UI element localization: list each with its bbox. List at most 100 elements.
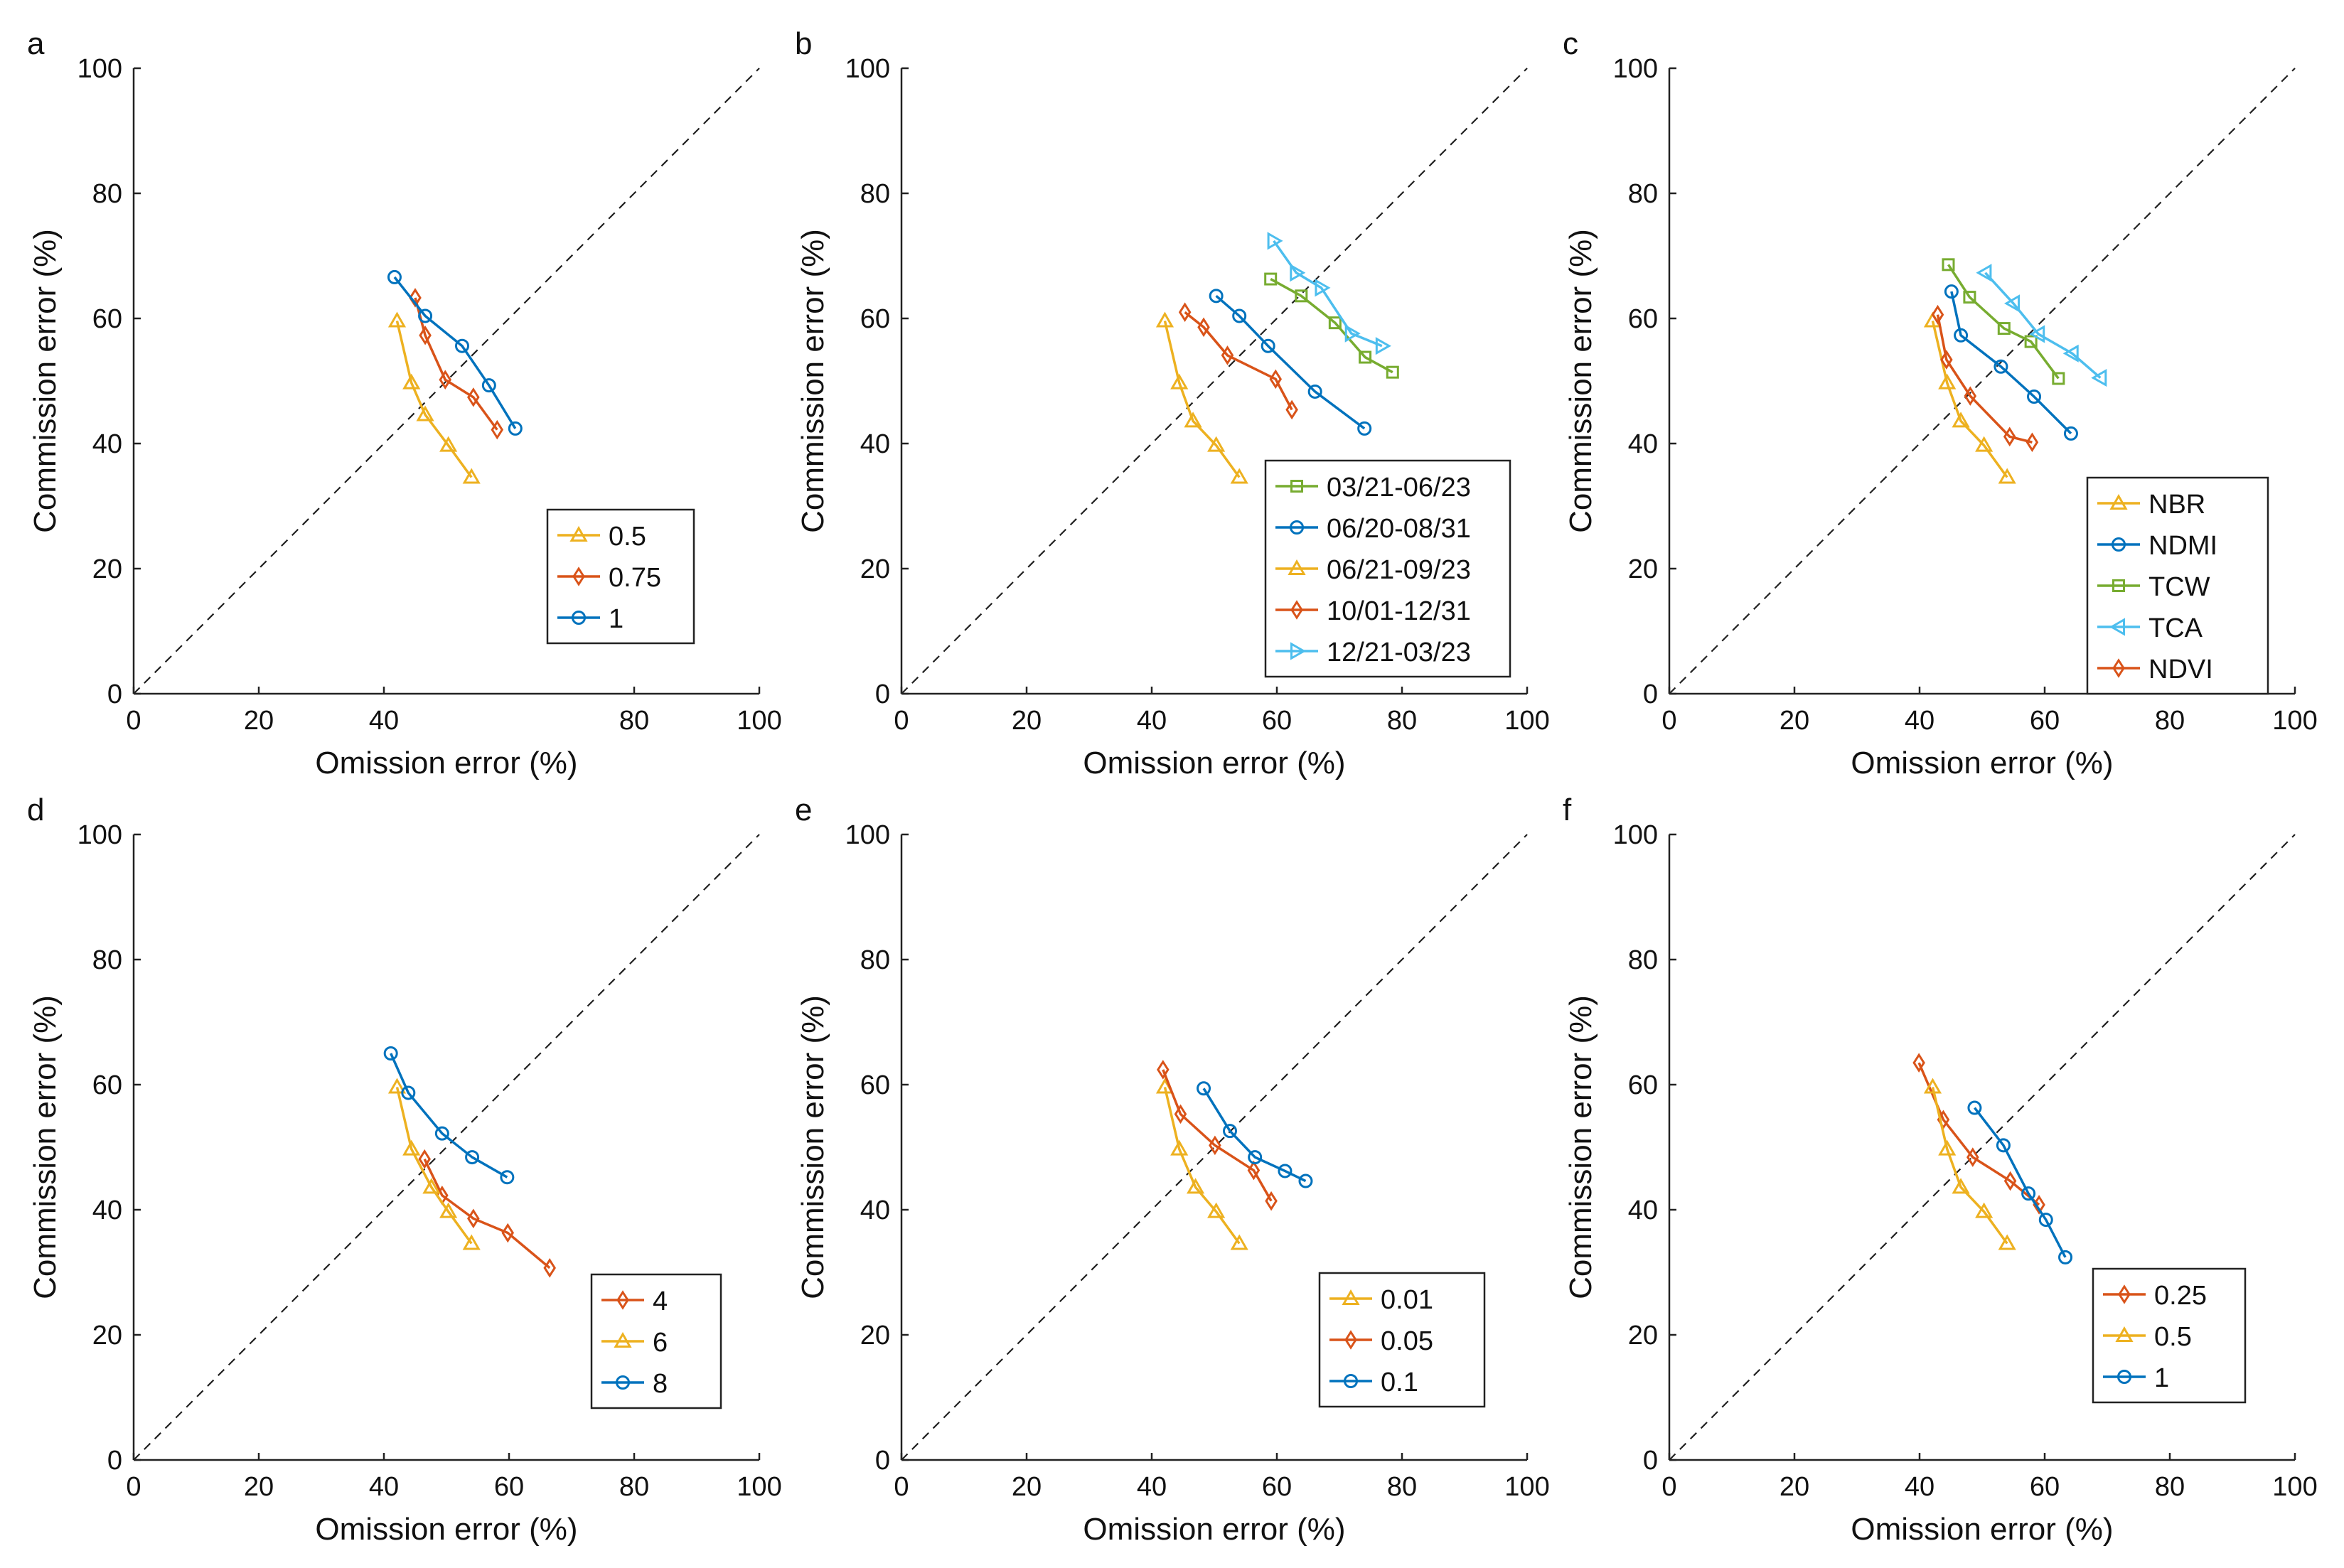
x-axis-label: Omission error (%): [1083, 746, 1345, 780]
data-point: [387, 1078, 407, 1094]
y-tick-label: 80: [1628, 945, 1658, 975]
data-point: [1197, 1081, 1211, 1096]
series-line: [1917, 1062, 2040, 1206]
data-point: [1967, 1100, 1982, 1115]
data-point: [1964, 386, 1977, 406]
x-tick-label: 100: [2272, 706, 2317, 736]
data-point: [455, 338, 469, 353]
panel-e: e 0 20 40 60 80 100 0 20 40 60 80 100 Omission error …: [795, 793, 1550, 1547]
x-tick-label: 40: [369, 706, 399, 736]
x-tick-label: 20: [244, 1472, 274, 1502]
series-0.1: [1197, 1081, 1313, 1188]
series-TCA: [1976, 264, 2107, 387]
data-point: [1998, 468, 2016, 484]
legend-marker: [2109, 493, 2128, 510]
x-tick-label: 0: [1661, 1472, 1676, 1502]
y-axis-label: Commission error (%): [28, 229, 63, 533]
y-tick-label: 0: [107, 680, 122, 709]
data-point: [1931, 304, 1944, 325]
series-0.05: [1157, 1060, 1278, 1211]
data-point: [2025, 432, 2039, 453]
series-line: [1931, 1087, 2008, 1245]
x-tick-label: 20: [1780, 1472, 1809, 1502]
legend-marker: [1290, 642, 1307, 660]
series-NBR: [1923, 311, 2016, 484]
data-point: [1975, 1202, 1994, 1218]
data-point: [383, 1046, 398, 1060]
legend-label: 0.1: [1381, 1368, 1418, 1397]
panel-letter: d: [27, 793, 44, 827]
data-point: [1375, 337, 1391, 355]
data-point: [1170, 1139, 1189, 1156]
y-tick-label: 20: [860, 1321, 890, 1350]
y-tick-label: 20: [1628, 554, 1658, 584]
x-tick-label: 80: [1387, 706, 1417, 736]
series-12/21-03/23: [1267, 232, 1391, 355]
y-tick-label: 100: [77, 820, 122, 850]
one-to-one-line: [901, 68, 1528, 694]
y-tick-label: 80: [92, 179, 122, 209]
legend-label: 06/21-09/23: [1327, 555, 1471, 585]
y-tick-label: 60: [92, 1070, 122, 1100]
panel-letter: f: [1563, 793, 1572, 827]
series-0.5: [387, 311, 481, 484]
data-point: [1264, 272, 1278, 286]
data-point: [439, 436, 458, 452]
y-tick-label: 100: [77, 54, 122, 84]
data-point: [1261, 338, 1275, 353]
panel-letter: c: [1563, 26, 1578, 61]
y-tick-label: 0: [1643, 680, 1658, 709]
data-point: [1207, 436, 1226, 452]
series-line: [1936, 314, 2033, 444]
one-to-one-line: [901, 834, 1528, 1461]
data-point: [1307, 384, 1322, 399]
data-point: [491, 419, 504, 440]
x-tick-label: 0: [894, 1472, 909, 1502]
data-point: [2063, 426, 2078, 441]
series-1: [387, 269, 523, 436]
x-tick-label: 40: [1905, 1472, 1934, 1502]
data-point: [1207, 1202, 1226, 1218]
legend-marker: [1344, 1330, 1357, 1350]
data-point: [387, 269, 402, 284]
data-point: [419, 325, 432, 345]
x-tick-label: 60: [1262, 1472, 1292, 1502]
y-tick-label: 40: [860, 1196, 890, 1225]
data-point: [1155, 311, 1174, 328]
panel-d: d 0 20 40 60 80 100 0 20 40 60 80 100 Omission error …: [27, 793, 782, 1547]
legend-marker: [2112, 537, 2126, 552]
y-tick-label: 100: [845, 54, 890, 84]
y-tick-label: 60: [92, 304, 122, 334]
data-point: [1952, 1178, 1970, 1194]
legend: 0.25 0.5 1: [2092, 1267, 2247, 1404]
y-tick-label: 80: [860, 945, 890, 975]
data-point: [467, 1208, 480, 1229]
y-tick-label: 0: [1643, 1446, 1658, 1476]
series-06/21-09/23: [1155, 311, 1248, 484]
legend: 0.5 0.75 1: [546, 508, 695, 645]
series-line: [1270, 278, 1393, 374]
legend-marker: [616, 1290, 629, 1310]
y-tick-label: 60: [1628, 304, 1658, 334]
data-point: [2033, 1195, 2045, 1215]
y-tick-label: 20: [860, 554, 890, 584]
data-point: [1170, 373, 1189, 390]
data-point: [418, 1149, 431, 1169]
data-point: [1184, 412, 1202, 428]
data-point: [1295, 289, 1308, 303]
x-tick-label: 60: [2030, 706, 2060, 736]
series-10/01-12/31: [1178, 302, 1298, 420]
data-point: [1221, 345, 1234, 365]
x-tick-label: 80: [2155, 706, 2185, 736]
x-tick-label: 100: [737, 706, 781, 736]
legend-label: 0.5: [609, 522, 646, 552]
x-tick-label: 0: [894, 706, 909, 736]
x-tick-label: 20: [244, 706, 274, 736]
x-tick-label: 20: [1780, 706, 1809, 736]
series-line: [395, 1087, 473, 1245]
x-tick-label: 80: [619, 706, 649, 736]
data-point: [1209, 1135, 1221, 1156]
series-line: [393, 276, 517, 429]
